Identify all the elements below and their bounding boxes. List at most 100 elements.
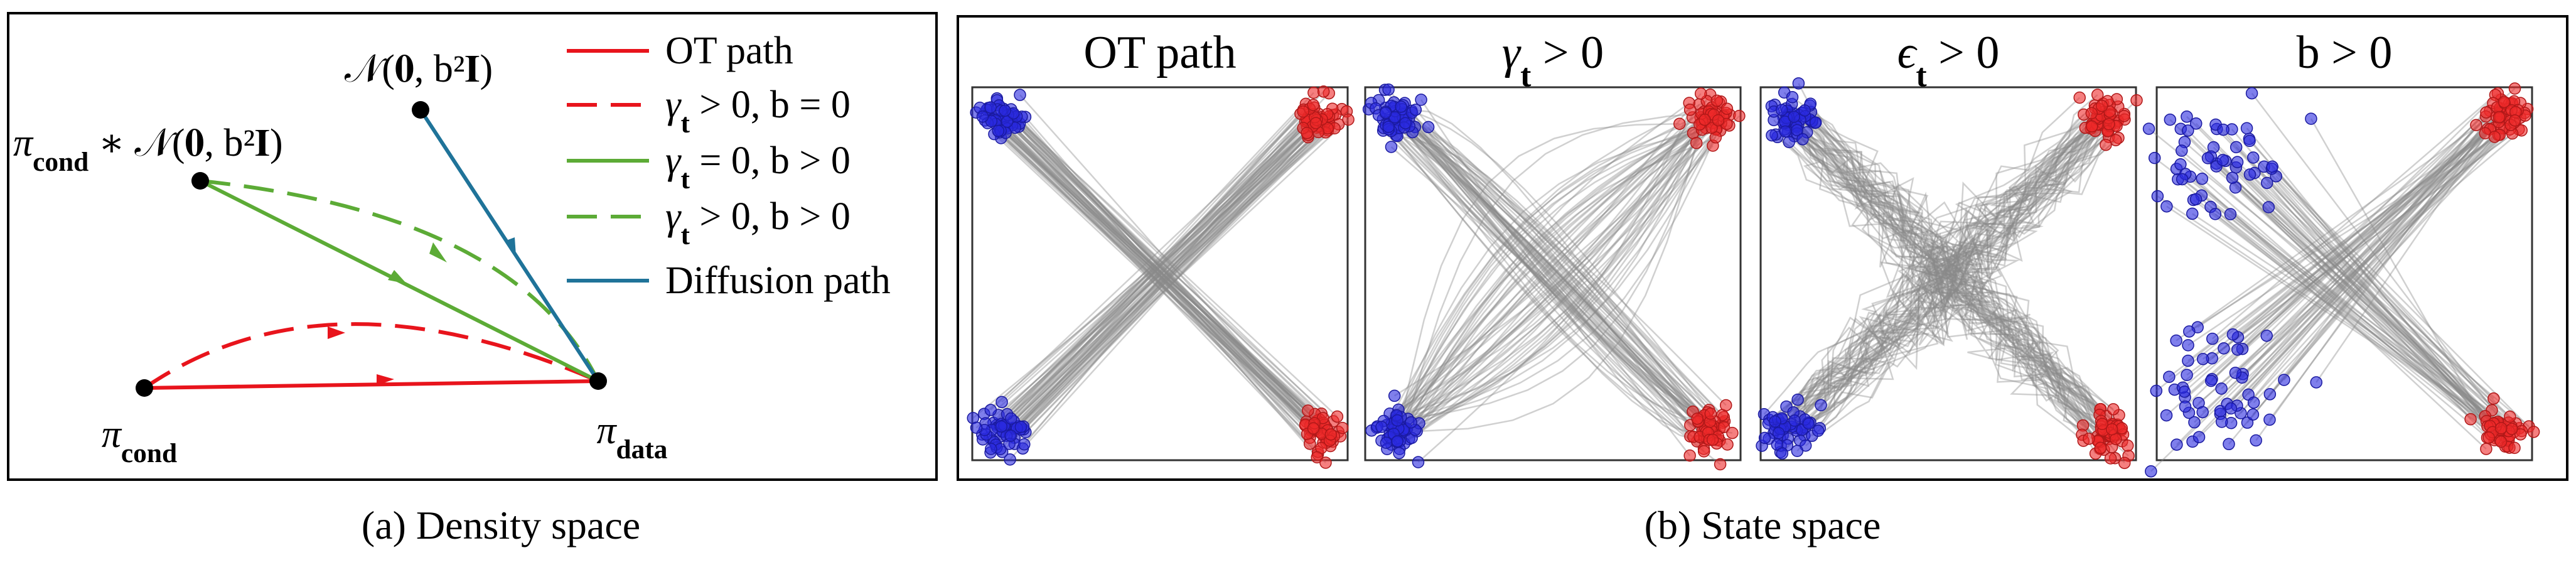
target-sample: [2130, 94, 2143, 107]
target-sample: [1712, 114, 1725, 127]
trajectory: [2268, 102, 2506, 421]
trajectory: [2198, 112, 2526, 438]
trajectory: [996, 99, 1319, 424]
legend-label-rest: = 0, b > 0: [690, 139, 851, 182]
trajectory: [1378, 114, 1694, 438]
target-sample: [1726, 426, 1739, 439]
trajectory: [1798, 114, 2099, 441]
trajectory: [1010, 116, 1316, 419]
trajectory: [1004, 103, 1307, 428]
trajectory: [1395, 134, 1720, 429]
trajectory: [1019, 94, 1328, 441]
target-sample: [1319, 456, 1332, 469]
trajectory: [1392, 145, 1714, 434]
trajectory: [1796, 132, 2123, 429]
trajectory: [2219, 109, 2502, 415]
node-data: [589, 372, 607, 390]
source-sample: [2230, 141, 2243, 154]
trajectory: [1771, 105, 2100, 416]
legend-label-text: OT path: [665, 30, 793, 72]
trajectory: [1801, 112, 2098, 437]
legend-label: Diffusion path: [665, 259, 891, 302]
trajectory: [1782, 117, 2098, 430]
trajectory: [1014, 122, 1330, 445]
source-sample: [2217, 123, 2230, 136]
source-sample: [2215, 416, 2228, 428]
trajectory: [1819, 114, 2085, 429]
trajectory: [1402, 113, 1709, 413]
trajectory: [1383, 127, 1717, 441]
source-sample: [1776, 447, 1789, 460]
source-sample: [2206, 332, 2219, 345]
trajectory: [1781, 109, 2113, 430]
source-sample: [2196, 406, 2209, 419]
subplot-title-symbol: γ: [1502, 27, 1521, 78]
trajectory: [1397, 115, 1740, 421]
trajectory: [2228, 109, 2509, 445]
samples: [967, 85, 1355, 469]
trajectory: [1787, 114, 2103, 432]
trajectory: [2155, 121, 2499, 392]
trajectory: [1021, 116, 1318, 458]
trajectory: [1794, 110, 2110, 421]
trajectory: [2157, 195, 2502, 428]
trajectory: [2253, 172, 2501, 431]
trajectory: [996, 113, 1319, 426]
trajectory: [1804, 116, 2102, 430]
trajectory: [1815, 122, 2096, 455]
source-sample: [1810, 116, 1822, 129]
source-sample: [2250, 434, 2262, 447]
trajectory: [1792, 112, 2122, 430]
trajectory: [986, 109, 1325, 426]
trajectory: [2283, 104, 2513, 380]
trajectory: [1778, 117, 2110, 421]
source-sample: [2181, 369, 2193, 381]
subplot-frame: [2155, 86, 2533, 461]
trajectory: [2230, 213, 2491, 427]
trajectory: [984, 119, 1307, 431]
target-sample: [1704, 407, 1717, 420]
target-sample: [1720, 102, 1734, 115]
subplot-title-sub: t: [1916, 58, 1927, 94]
trajectory: [1780, 105, 2096, 429]
trajectory: [1404, 112, 1712, 430]
source-sample: [1775, 104, 1788, 116]
trajectory: [1788, 141, 2129, 456]
trajectory: [2235, 166, 2493, 425]
trajectory: [1801, 120, 2119, 431]
trajectory: [999, 127, 1329, 450]
legend-label-text: Diffusion path: [665, 259, 891, 302]
target-sample: [1697, 445, 1710, 458]
trajectory: [1811, 121, 2107, 437]
trajectory: [2184, 112, 2487, 407]
trajectory: [990, 108, 1311, 411]
trajectory: [2232, 119, 2516, 335]
source-sample: [2163, 370, 2176, 383]
trajectory: [1796, 105, 2103, 452]
trajectory: [1790, 116, 2102, 428]
trajectory: [2169, 119, 2492, 435]
trajectory: [1408, 121, 1706, 420]
trajectory: [1006, 127, 1322, 449]
trajectory: [2195, 198, 2502, 443]
trajectory: [994, 133, 1306, 426]
source-sample: [2189, 117, 2203, 130]
trajectory: [1023, 104, 1314, 445]
subplot-frame: [971, 86, 1349, 461]
source-sample: [2216, 154, 2230, 166]
source-sample: [1791, 445, 1804, 458]
trajectory: [1394, 112, 1727, 426]
source-sample: [2160, 409, 2173, 422]
target-sample: [1714, 458, 1727, 471]
trajectory: [1016, 116, 1321, 433]
target-sample: [2104, 452, 2117, 465]
source-sample: [2215, 382, 2228, 395]
trajectory: [1796, 117, 2115, 437]
target-sample: [1307, 422, 1320, 435]
source-sample: [2171, 438, 2183, 451]
trajectory: [1409, 122, 1722, 440]
source-sample: [2226, 171, 2239, 184]
target-sample: [2096, 418, 2108, 431]
